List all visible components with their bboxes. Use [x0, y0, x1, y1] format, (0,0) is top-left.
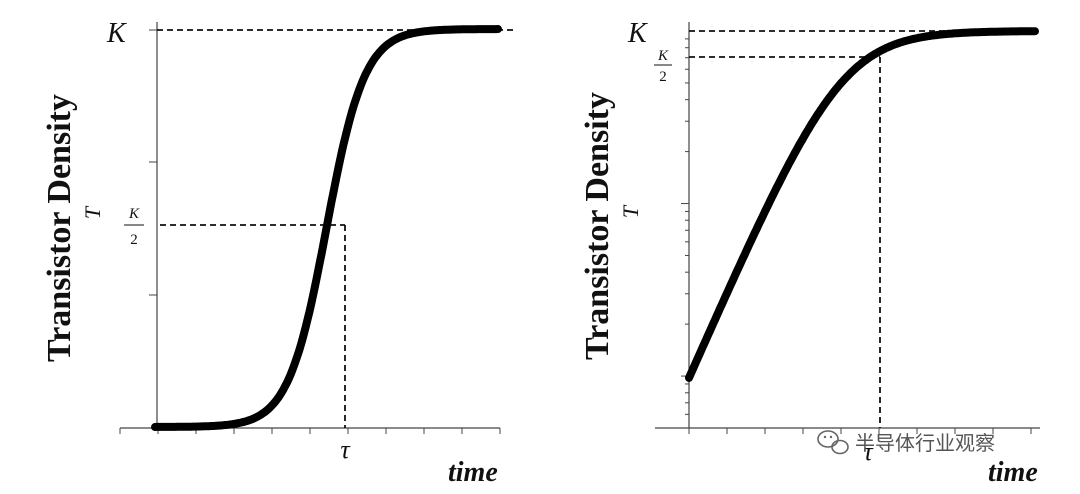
right-chart: Transistor Density T K K 2 τ time	[579, 18, 1040, 488]
right-y-axis-label: Transistor Density	[579, 92, 616, 360]
right-tau-label: τ	[863, 437, 874, 466]
left-chart: Transistor Density T K K 2 τ time	[41, 18, 515, 488]
wechat-icon	[817, 430, 849, 455]
left-half-num: K	[128, 206, 140, 222]
left-y-ticks	[149, 29, 157, 429]
left-half-den: 2	[130, 232, 138, 248]
right-y-ticks	[681, 38, 689, 429]
left-tau-label: τ	[340, 435, 351, 464]
left-y-axis-label: Transistor Density	[41, 94, 78, 362]
left-x-ticks	[119, 428, 501, 434]
right-y-symbol: T	[618, 204, 643, 218]
right-data-curve	[685, 27, 1039, 382]
watermark-text: 半导体行业观察	[855, 431, 995, 455]
right-half-num: K	[657, 48, 669, 64]
right-half-den: 2	[659, 69, 667, 85]
right-x-axis-label: time	[988, 457, 1038, 488]
left-x-axis-label: time	[448, 457, 498, 488]
right-k-label: K	[627, 18, 648, 49]
watermark: 半导体行业观察	[817, 430, 995, 455]
right-x-ticks	[688, 428, 1032, 434]
left-data-curve	[151, 25, 502, 431]
left-y-symbol: T	[80, 205, 105, 219]
left-k-label: K	[106, 18, 127, 49]
